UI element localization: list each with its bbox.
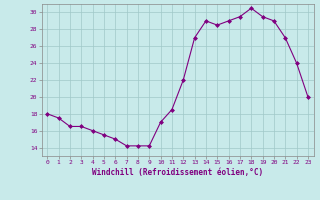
X-axis label: Windchill (Refroidissement éolien,°C): Windchill (Refroidissement éolien,°C) [92, 168, 263, 177]
